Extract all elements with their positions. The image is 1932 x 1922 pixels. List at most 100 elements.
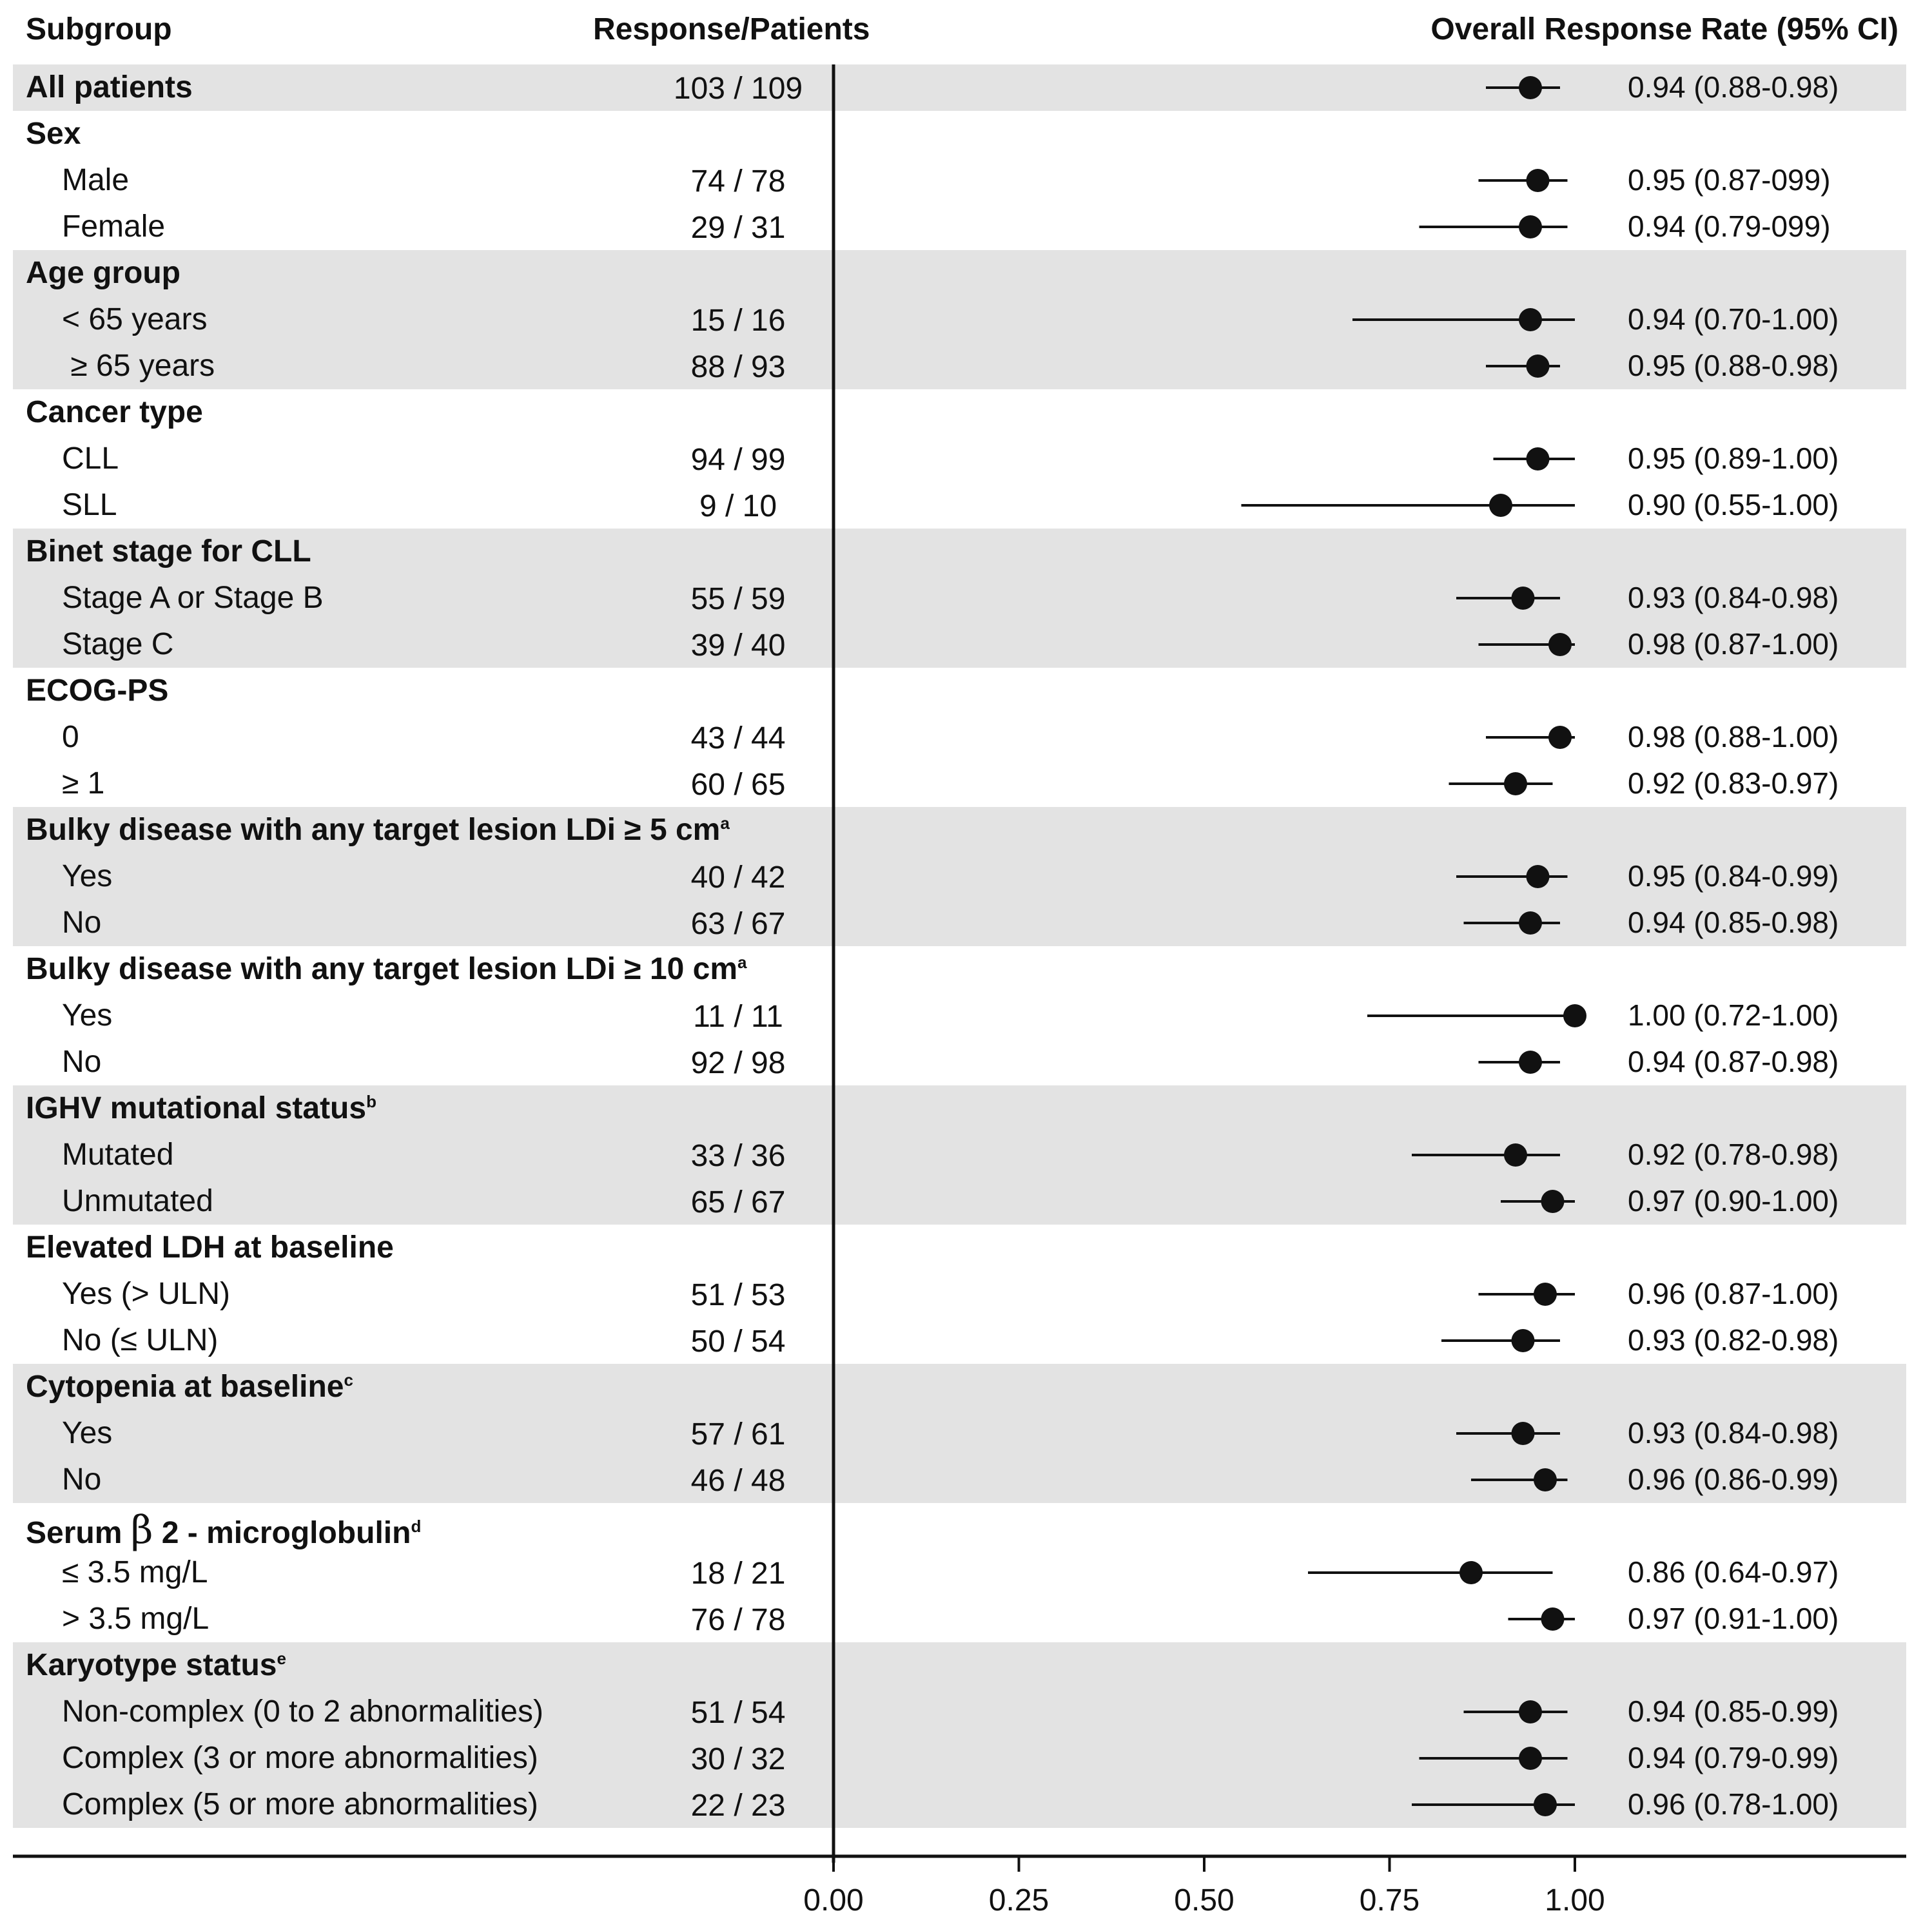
subgroup-label: CLL — [62, 442, 119, 476]
point-estimate-4-1 — [1548, 633, 1572, 656]
response-count: 30 / 32 — [690, 1742, 786, 1776]
point-estimate-10-1 — [1534, 1468, 1557, 1491]
ci-text: 0.96 (0.78-1.00) — [1628, 1787, 1839, 1821]
subgroup-label: < 65 years — [62, 302, 208, 336]
response-count: 60 / 65 — [690, 768, 786, 802]
point-estimate-summary — [1519, 76, 1542, 99]
ci-text: 1.00 (0.72-1.00) — [1628, 998, 1839, 1032]
footnote-marker: b — [366, 1092, 376, 1111]
subgroup-title: Bulky disease with any target lesion LDi… — [26, 813, 730, 847]
response-count: 50 / 54 — [690, 1325, 786, 1359]
point-estimate-2-0 — [1519, 308, 1542, 331]
ci-text: 0.93 (0.82-0.98) — [1628, 1323, 1839, 1357]
subgroup-title: Binet stage for CLL — [26, 534, 311, 568]
subgroup-label: Male — [62, 163, 130, 197]
response-count: 39 / 40 — [690, 628, 786, 663]
ci-text: 0.86 (0.64-0.97) — [1628, 1555, 1839, 1589]
x-tick-label: 0.75 — [1360, 1883, 1420, 1917]
header-subgroup: Subgroup — [26, 12, 172, 46]
subgroup-label: Yes — [62, 1416, 113, 1450]
subgroup-title: Cancer type — [26, 395, 203, 429]
header-orr: Overall Response Rate (95% CI) — [1430, 12, 1898, 46]
subgroup-title: Karyotype statuse — [26, 1648, 286, 1682]
footnote-marker: a — [737, 953, 747, 972]
subgroup-title: ECOG-PS — [26, 674, 169, 708]
subgroup-title: Cytopenia at baselinec — [26, 1370, 353, 1404]
ci-text: 0.98 (0.87-1.00) — [1628, 627, 1839, 661]
ci-text: 0.92 (0.78-0.98) — [1628, 1138, 1839, 1171]
ci-text: 0.94 (0.88-0.98) — [1628, 70, 1839, 104]
subgroup-label: Stage C — [62, 627, 174, 661]
x-tick-label: 1.00 — [1545, 1883, 1605, 1917]
response-count: 9 / 10 — [699, 489, 777, 523]
ci-text: 0.94 (0.79-099) — [1628, 209, 1831, 243]
point-estimate-1-1 — [1519, 215, 1542, 238]
shaded-band — [13, 250, 1906, 389]
response-count: 92 / 98 — [690, 1046, 786, 1080]
subgroup-label: > 3.5 mg/L — [62, 1602, 210, 1636]
response-count: 65 / 67 — [690, 1185, 786, 1219]
subgroup-label: Complex (5 or more abnormalities) — [62, 1787, 538, 1821]
ci-text: 0.90 (0.55-1.00) — [1628, 488, 1839, 521]
subgroup-label: No (≤ ULN) — [62, 1323, 219, 1357]
point-estimate-3-0 — [1526, 447, 1550, 471]
subgroup-label: No — [62, 906, 102, 940]
subgroup-label: 0 — [62, 720, 79, 754]
ci-text: 0.97 (0.90-1.00) — [1628, 1184, 1839, 1218]
point-estimate-12-1 — [1519, 1747, 1542, 1770]
response-count: 22 / 23 — [690, 1789, 786, 1823]
ci-text: 0.93 (0.84-0.98) — [1628, 581, 1839, 614]
shaded-band — [13, 529, 1906, 668]
response-count: 11 / 11 — [693, 1000, 783, 1034]
ci-text: 0.96 (0.86-0.99) — [1628, 1462, 1839, 1496]
subgroup-label: No — [62, 1462, 102, 1497]
point-estimate-7-0 — [1563, 1004, 1586, 1027]
point-estimate-3-1 — [1489, 494, 1512, 517]
response-count: 94 / 99 — [690, 443, 786, 477]
footnote-marker: d — [411, 1517, 422, 1536]
ci-text: 0.95 (0.87-099) — [1628, 163, 1831, 197]
header-response: Response/Patients — [593, 12, 870, 46]
x-tick-label: 0.00 — [803, 1883, 863, 1917]
subgroup-title: Serum β 2 - microglobulind — [26, 1508, 422, 1553]
ci-text: 0.95 (0.88-0.98) — [1628, 349, 1839, 382]
point-estimate-9-1 — [1511, 1329, 1535, 1352]
beta-symbol: β — [130, 1508, 153, 1553]
response-count: 63 / 67 — [690, 907, 786, 941]
ci-text: 0.94 (0.70-1.00) — [1628, 302, 1839, 336]
subgroup-label: ≥ 1 — [62, 766, 105, 801]
subgroup-label: Stage A or Stage B — [62, 581, 324, 615]
footnote-marker: e — [277, 1649, 286, 1668]
response-count: 74 / 78 — [690, 164, 786, 199]
ci-text: 0.96 (0.87-1.00) — [1628, 1277, 1839, 1310]
shaded-band — [13, 807, 1906, 946]
shaded-band — [13, 64, 1906, 111]
subgroup-title: All patients — [26, 70, 193, 104]
ci-text: 0.92 (0.83-0.97) — [1628, 766, 1839, 800]
subgroup-label: Yes (> ULN) — [62, 1277, 230, 1311]
subgroup-title: Bulky disease with any target lesion LDi… — [26, 952, 747, 986]
x-tick-label: 0.50 — [1174, 1883, 1234, 1917]
ci-text: 0.93 (0.84-0.98) — [1628, 1416, 1839, 1450]
response-count: 55 / 59 — [690, 582, 786, 616]
response-count: 15 / 16 — [690, 304, 786, 338]
subgroup-title: Age group — [26, 256, 181, 290]
point-estimate-8-1 — [1541, 1190, 1565, 1213]
ci-text: 0.97 (0.91-1.00) — [1628, 1602, 1839, 1635]
point-estimate-4-0 — [1511, 587, 1535, 610]
shaded-band — [13, 1085, 1906, 1225]
subgroup-label: Complex (3 or more abnormalities) — [62, 1741, 538, 1775]
shaded-band — [13, 1364, 1906, 1503]
subgroup-label: Unmutated — [62, 1184, 213, 1218]
point-estimate-10-0 — [1511, 1422, 1535, 1445]
response-count: 18 / 21 — [690, 1557, 786, 1591]
shaded-band — [13, 1642, 1906, 1828]
x-tick-label: 0.25 — [989, 1883, 1049, 1917]
ci-text: 0.94 (0.87-0.98) — [1628, 1045, 1839, 1078]
subgroup-label: No — [62, 1045, 102, 1079]
subgroup-title: Sex — [26, 117, 81, 151]
ci-text: 0.94 (0.85-0.99) — [1628, 1694, 1839, 1728]
point-estimate-11-0 — [1459, 1561, 1483, 1584]
